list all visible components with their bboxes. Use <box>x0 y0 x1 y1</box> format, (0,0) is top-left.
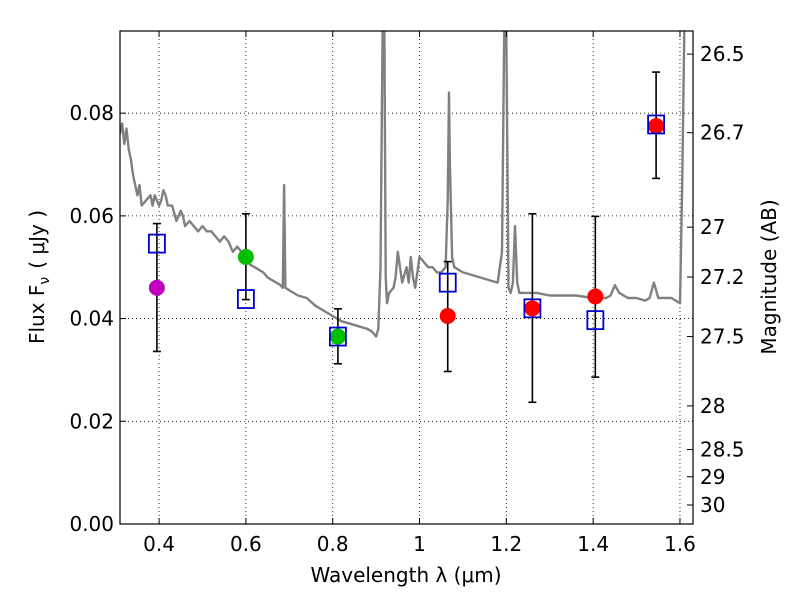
model-sed-line <box>120 31 686 338</box>
observed-flux-point <box>648 118 665 135</box>
y-axis-title-unit: ( μJy ) <box>25 210 49 269</box>
x-tick-label: 1.4 <box>577 532 609 556</box>
svg-text:Flux Fν( μJy ): Flux Fν ( μJy ) <box>25 210 53 344</box>
observed-flux-point <box>439 308 456 325</box>
y-axis-title-subscript: ν <box>37 277 53 285</box>
axis-ticks: 0.4 0.6 0.8 1 1.2 1.4 1.6 0.00 0.02 0.04 0.06 0.08 2… <box>69 31 745 556</box>
observed-flux-point <box>587 288 604 305</box>
y2-tick-label: 30 <box>700 493 725 517</box>
y2-tick-label: 27.2 <box>700 265 745 289</box>
x-tick-label: 0.4 <box>143 532 175 556</box>
x-tick-label: 1.2 <box>490 532 522 556</box>
y2-tick-label: 26.5 <box>700 42 745 66</box>
y-axis-title: Flux Fν ( μJy ) <box>25 210 53 344</box>
x-tick-label: 1 <box>413 532 426 556</box>
y-tick-label: 0.00 <box>69 512 114 536</box>
x-tick-label: 1.6 <box>664 532 696 556</box>
synthetic-flux-square <box>586 310 605 331</box>
y-tick-label: 0.08 <box>69 101 114 125</box>
synthetic-flux-square <box>329 326 347 347</box>
observed-flux-point <box>524 300 541 317</box>
synthetic-flux-square <box>647 114 666 135</box>
plot-frame <box>119 30 694 525</box>
y2-tick-label: 28 <box>700 394 725 418</box>
y2-tick-label: 29 <box>700 465 725 489</box>
observed-flux-point <box>237 248 254 265</box>
synthetic-flux-square <box>236 289 255 309</box>
plot-area <box>120 31 686 404</box>
x-tick-label: 0.8 <box>317 532 349 556</box>
y2-tick-label: 26.7 <box>700 121 745 145</box>
y-tick-label: 0.02 <box>69 409 114 433</box>
y2-tick-label: 27 <box>700 215 725 239</box>
y-tick-label: 0.04 <box>69 307 114 331</box>
grid-lines <box>120 31 693 524</box>
x-axis-title: Wavelength λ (μm) <box>310 563 501 587</box>
synthetic-flux-square <box>523 298 542 319</box>
observed-flux-point <box>329 328 346 345</box>
y2-axis-title: Magnitude (AB) <box>757 199 781 354</box>
synthetic-flux-square <box>438 272 457 293</box>
y-tick-label: 0.06 <box>69 204 114 228</box>
y-axis-title-main: Flux F <box>25 285 49 344</box>
synthetic-flux-square <box>147 233 166 254</box>
x-tick-label: 0.6 <box>230 532 262 556</box>
y2-tick-label: 27.5 <box>700 325 745 349</box>
y2-tick-label: 28.5 <box>700 438 745 462</box>
observed-flux-point <box>148 279 165 296</box>
